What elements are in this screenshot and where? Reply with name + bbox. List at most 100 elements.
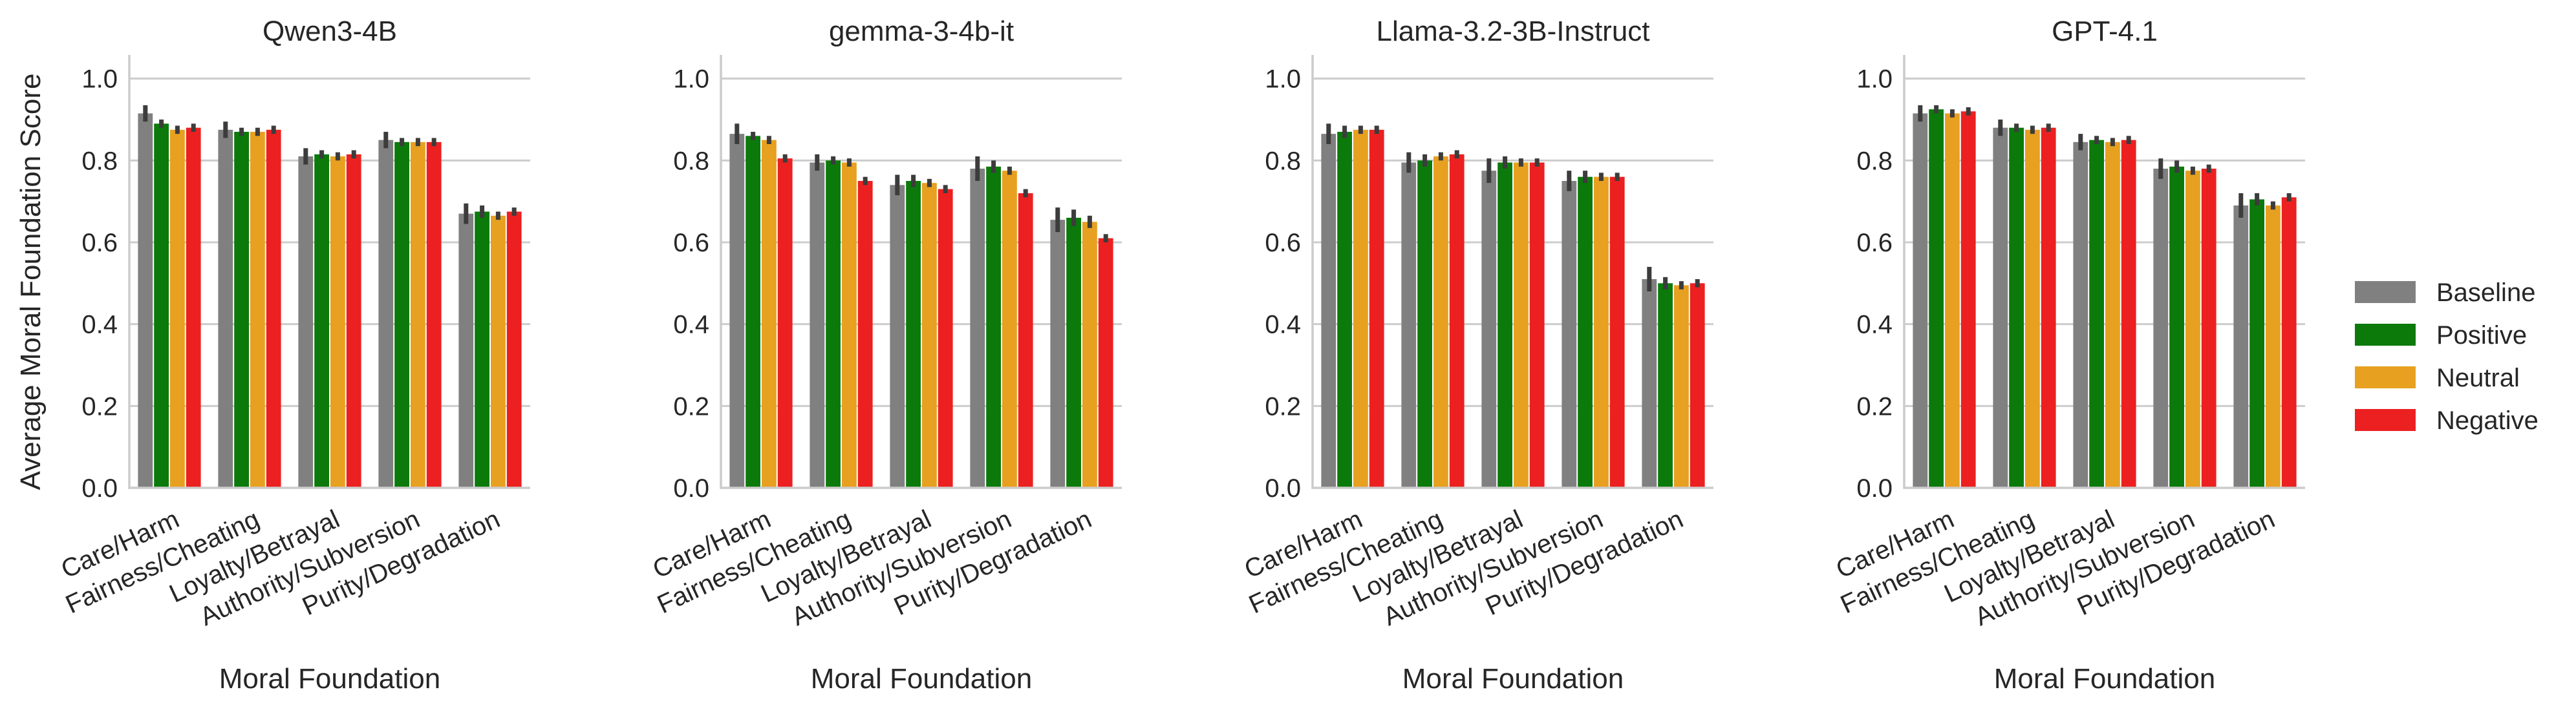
panel-title: gemma-3-4b-it (829, 16, 1014, 47)
x-axis-label: Moral Foundation (811, 663, 1032, 695)
bar (2233, 205, 2249, 488)
bar (857, 181, 873, 488)
y-tick-label: 0.6 (1856, 229, 1893, 257)
bar (1321, 134, 1336, 488)
axis-spine (1311, 55, 1713, 489)
legend-swatch (2355, 409, 2416, 431)
bar (1929, 109, 1944, 488)
axis-spine (128, 55, 530, 489)
bar (1690, 283, 1705, 488)
y-tick-label: 0.0 (81, 474, 118, 503)
panels: 0.00.20.40.60.81.0Qwen3-4BCare/HarmFairn… (57, 16, 2305, 695)
bar (1960, 111, 1976, 488)
y-tick-label: 0.2 (81, 392, 118, 421)
bar (986, 166, 1001, 488)
bar (138, 113, 153, 488)
legend-label: Baseline (2436, 278, 2535, 307)
y-tick-label: 0.0 (673, 474, 709, 503)
bar (1481, 171, 1497, 488)
bar (906, 181, 921, 488)
bar (970, 169, 985, 488)
legend-label: Neutral (2436, 364, 2520, 392)
bar (250, 132, 265, 488)
bar (314, 154, 329, 488)
bar (1529, 162, 1545, 488)
y-tick-label: 1.0 (1856, 65, 1893, 94)
panel-title: Llama-3.2-3B-Instruct (1376, 16, 1649, 47)
y-tick-label: 0.4 (1856, 311, 1893, 339)
bar (2249, 199, 2264, 488)
bar (777, 158, 793, 488)
bar (2121, 140, 2136, 488)
y-tick-label: 1.0 (81, 65, 118, 94)
chart-panel: 0.00.20.40.60.81.0GPT-4.1Care/HarmFairne… (1832, 16, 2305, 695)
bar (842, 162, 857, 488)
y-axis-label: Average Moral Foundation Score (15, 74, 47, 490)
bar (426, 142, 442, 488)
y-tick-label: 0.6 (81, 229, 118, 257)
bar (1562, 181, 1577, 488)
bar (2009, 127, 2024, 488)
y-tick-label: 0.2 (1265, 392, 1301, 421)
bar (2169, 166, 2184, 488)
bar (1578, 176, 1593, 488)
bar (1945, 113, 1960, 488)
legend-swatch (2355, 324, 2416, 346)
bar (1417, 160, 1432, 488)
bar (1002, 171, 1017, 488)
y-tick-label: 0.8 (1856, 147, 1893, 175)
panel-title: Qwen3-4B (263, 16, 397, 47)
y-tick-label: 0.4 (81, 311, 118, 339)
y-tick-label: 0.2 (1856, 392, 1893, 421)
bar (1401, 162, 1417, 488)
bar (458, 213, 474, 488)
x-axis-label: Moral Foundation (219, 663, 440, 695)
y-tick-label: 0.8 (673, 147, 709, 175)
bar (1337, 132, 1352, 488)
bar (1913, 113, 1928, 488)
bar (2185, 171, 2200, 488)
x-axis-label: Moral Foundation (1402, 663, 1624, 695)
bar (890, 185, 905, 488)
bar (2105, 142, 2120, 488)
legend-swatch (2355, 281, 2416, 303)
y-tick-label: 0.6 (1265, 229, 1301, 257)
bar (1674, 285, 1689, 488)
bar (1082, 222, 1097, 488)
bar (746, 136, 760, 488)
y-tick-label: 0.0 (1265, 474, 1301, 503)
y-tick-label: 0.4 (1265, 311, 1301, 339)
bar (491, 215, 506, 488)
y-tick-label: 1.0 (673, 65, 709, 94)
bar (1514, 162, 1529, 488)
bar (1642, 279, 1657, 488)
bar (922, 183, 937, 488)
bar (394, 142, 409, 488)
bar (266, 129, 281, 488)
bar (1993, 127, 2008, 488)
bar (2073, 142, 2088, 488)
bar (2089, 140, 2104, 488)
bar (1497, 162, 1512, 488)
y-tick-label: 1.0 (1265, 65, 1301, 94)
bar (506, 211, 522, 488)
bar (218, 129, 233, 488)
bar (2153, 169, 2169, 488)
bar (234, 132, 249, 488)
chart-panel: 0.00.20.40.60.81.0gemma-3-4b-itCare/Harm… (649, 16, 1122, 695)
bar (1098, 238, 1113, 488)
bar (1369, 129, 1384, 488)
y-tick-label: 0.6 (673, 229, 709, 257)
bar (170, 129, 185, 488)
axis-spine (1903, 55, 2305, 489)
legend: Baseline Positive Neutral Negative (2355, 278, 2538, 435)
bar (330, 156, 345, 488)
y-tick-label: 0.8 (81, 147, 118, 175)
bar (810, 162, 825, 488)
y-tick-label: 0.0 (1856, 474, 1893, 503)
bar (378, 140, 394, 488)
bar (938, 189, 953, 488)
x-axis-label: Moral Foundation (1994, 663, 2215, 695)
bar (1433, 156, 1448, 488)
bar (298, 156, 314, 488)
